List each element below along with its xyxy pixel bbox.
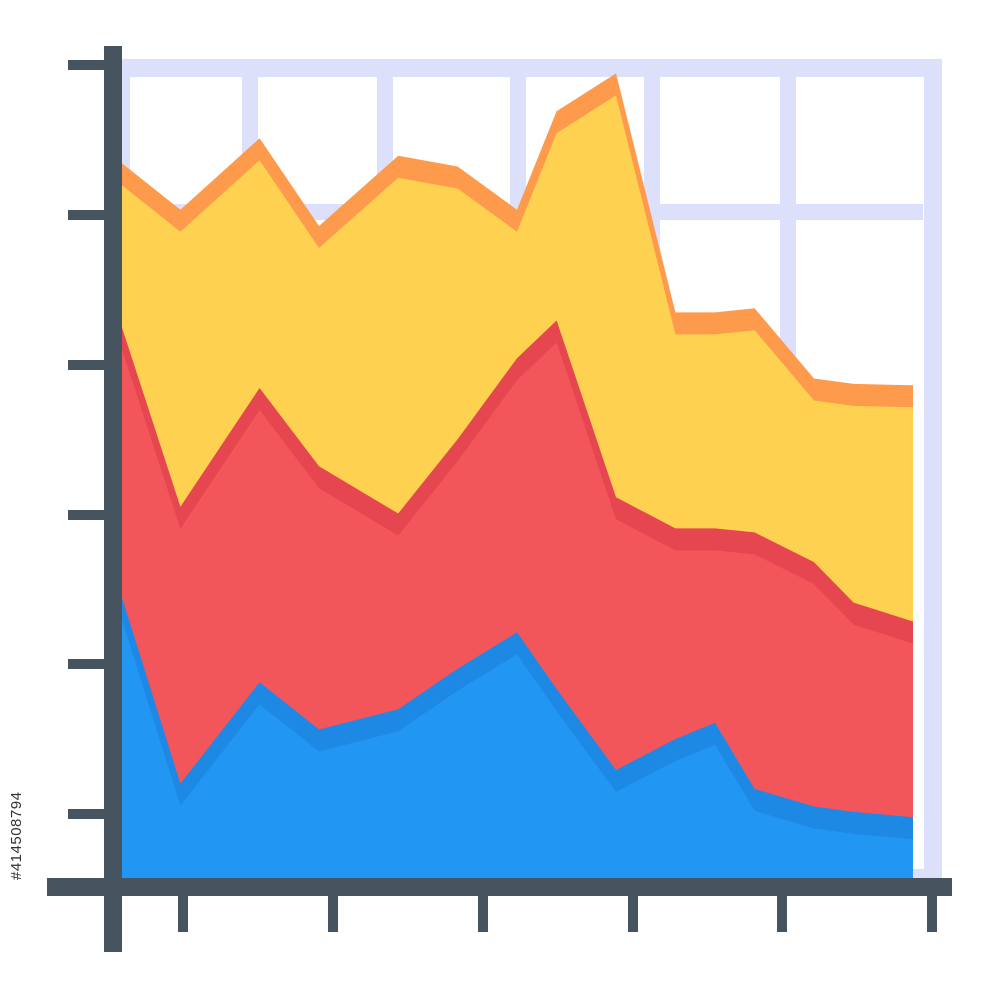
y-axis-line [104,46,122,952]
x-axis-tick-1 [178,892,188,932]
x-axis-tick-2 [328,892,338,932]
x-axis-tick-6 [927,892,937,932]
y-axis-tick-6 [68,809,108,819]
y-axis-tick-4 [68,510,108,520]
y-axis-tick-2 [68,210,108,220]
area-series-1 [121,616,913,878]
y-axis-tick-5 [68,659,108,669]
x-axis-line [47,878,952,896]
x-axis-tick-3 [478,892,488,932]
stock-id-text: #414508794 [8,791,25,880]
y-axis-tick-3 [68,360,108,370]
x-axis-tick-4 [628,892,638,932]
y-axis-tick-1 [68,60,108,70]
x-axis-tick-5 [777,892,787,932]
